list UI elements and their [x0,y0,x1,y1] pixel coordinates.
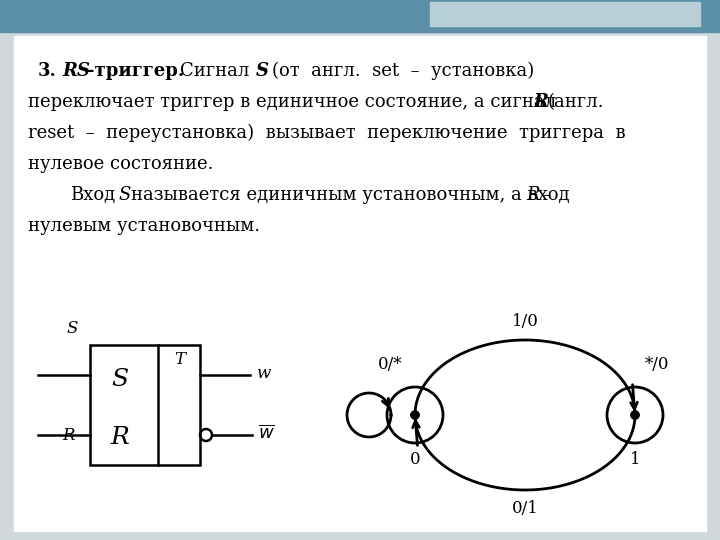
Text: w: w [256,364,270,381]
Text: */0: */0 [644,356,670,373]
Text: 0/*: 0/* [378,356,402,373]
Text: Сигнал: Сигнал [180,62,249,80]
Text: S: S [112,368,129,392]
Text: RS: RS [62,62,90,80]
Text: S: S [66,320,78,337]
Text: T: T [174,351,186,368]
Text: reset  –  переустановка)  вызывает  переключение  триггера  в: reset – переустановка) вызывает переключ… [28,124,626,142]
Text: (от  англ.  set  –  установка): (от англ. set – установка) [272,62,534,80]
Bar [90,345,200,465]
Text: нулевым установочным.: нулевым установочным. [28,217,260,235]
Text: переключает триггер в единичное состояние, а сигнал: переключает триггер в единичное состояни… [28,93,556,111]
Circle shape [631,411,639,419]
Text: R: R [533,93,548,111]
Text: называется единичным установочным, а вход: называется единичным установочным, а вхо… [131,186,570,204]
Text: R: R [111,426,130,449]
Text: нулевое состояние.: нулевое состояние. [28,155,214,173]
Text: 0/1: 0/1 [512,500,539,517]
Text: $\overline{w}$: $\overline{w}$ [258,424,275,442]
Text: 0: 0 [410,451,420,468]
Text: R: R [62,427,74,443]
Text: 3.: 3. [38,62,57,80]
Text: S: S [118,186,130,204]
Text: 1: 1 [630,451,640,468]
Text: R: R [526,186,539,204]
Text: S: S [256,62,269,80]
Text: Вход: Вход [70,186,115,204]
Bar [430,2,700,26]
Text: 1/0: 1/0 [512,313,539,330]
Circle shape [631,411,639,419]
Circle shape [411,411,419,419]
Text: –: – [540,186,549,204]
Circle shape [411,411,419,419]
Text: -триггер.: -триггер. [87,62,184,80]
Text: (англ.: (англ. [548,93,605,111]
Bar [0,0,720,32]
